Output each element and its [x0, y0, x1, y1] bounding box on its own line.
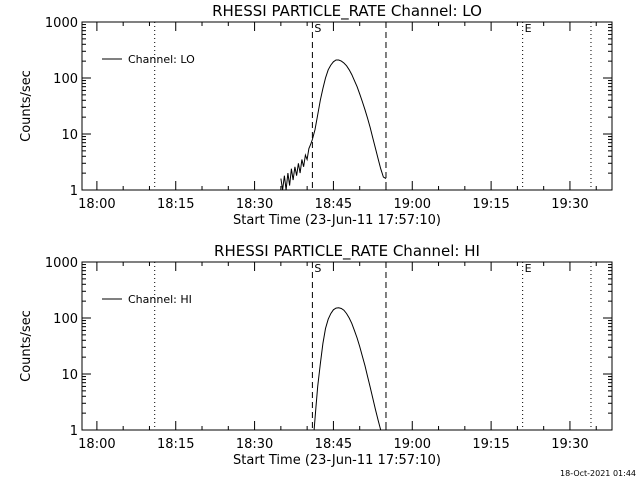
panel2-ytick-label: 1 — [70, 424, 78, 439]
panel2-xtick-label: 19:00 — [394, 437, 431, 452]
panel1-xlabel: Start Time (23-Jun-11 17:57:10) — [233, 213, 441, 228]
panel2-ylabel: Counts/sec — [19, 310, 34, 382]
panel1-xtick-label: 19:00 — [394, 197, 431, 212]
panel1-xtick-label: 18:30 — [236, 197, 273, 212]
panel2-xtick-label: 18:45 — [315, 437, 352, 452]
panel1-frame — [81, 21, 613, 191]
panel1-ylabel: Counts/sec — [19, 70, 34, 142]
panel2-xlabel: Start Time (23-Jun-11 17:57:10) — [233, 453, 441, 468]
panel2-xtick-label: 19:15 — [472, 437, 509, 452]
panel1-xtick-label: 18:15 — [157, 197, 194, 212]
panel1-xtick-label: 18:45 — [315, 197, 352, 212]
panel2-marker-label: E — [525, 262, 532, 275]
panel2-ytick-label: 100 — [53, 312, 78, 327]
panel1-marker-label: E — [525, 22, 532, 35]
panel1-series-line — [280, 59, 387, 191]
panel2-ytick-label: 1000 — [45, 256, 78, 271]
panel2-frame — [81, 261, 613, 431]
panel2-xtick-label: 18:00 — [78, 437, 115, 452]
panel1-marker-label: S — [314, 22, 321, 35]
panel2-xtick-label: 19:30 — [551, 437, 588, 452]
panel2-legend-label: Channel: HI — [128, 293, 192, 306]
panel2-xtick-label: 18:30 — [236, 437, 273, 452]
panel2-xtick-label: 18:15 — [157, 437, 194, 452]
panel2-title: RHESSI PARTICLE_RATE Channel: HI — [214, 242, 480, 261]
panel1-ytick-label: 1 — [70, 184, 78, 199]
panel1-legend-label: Channel: LO — [128, 53, 195, 66]
panel1-title: RHESSI PARTICLE_RATE Channel: LO — [212, 2, 482, 21]
panel1-ytick-label: 10 — [61, 128, 78, 143]
footer-timestamp: 18-Oct-2021 01:44 — [560, 469, 636, 478]
panel1-ytick-label: 1000 — [45, 16, 78, 31]
panel2-marker-label: S — [314, 262, 321, 275]
panel1-xtick-label: 18:00 — [78, 197, 115, 212]
panel2-series-line — [313, 307, 382, 431]
panel1-ytick-label: 100 — [53, 72, 78, 87]
panel1-xtick-label: 19:30 — [551, 197, 588, 212]
panel1-xtick-label: 19:15 — [472, 197, 509, 212]
panel2-ytick-label: 10 — [61, 368, 78, 383]
